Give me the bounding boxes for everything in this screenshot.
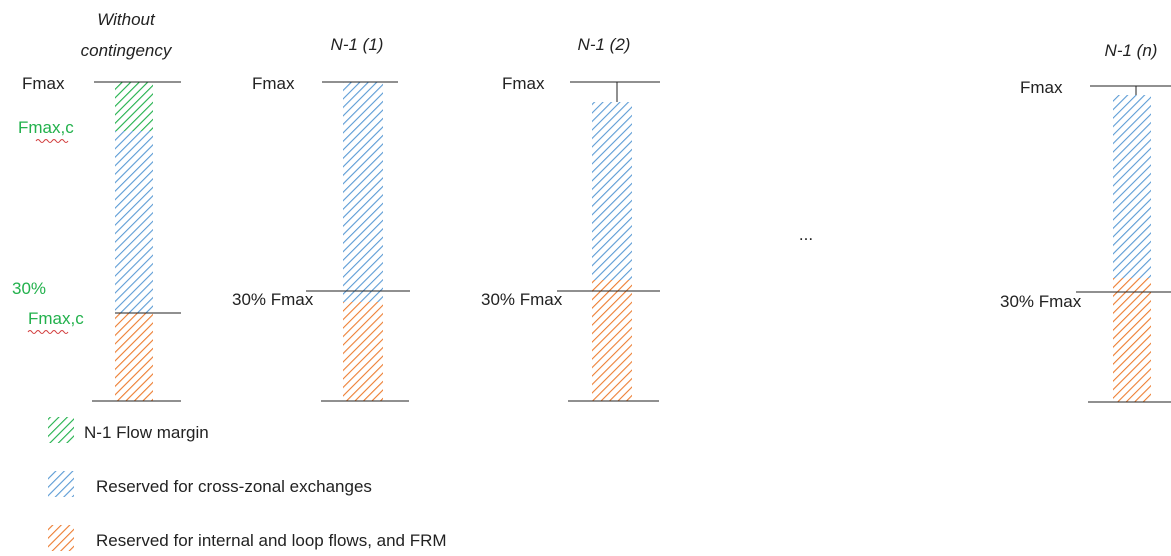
thirty-percent-fmax-label: 30% Fmax [481,290,563,309]
column-n1-2: N-1 (2) Fmax 30% Fmax [481,35,660,402]
legend-item-n1-flow-margin: N-1 Flow margin [48,417,209,443]
legend-label: N-1 Flow margin [84,423,209,442]
fmax-label: Fmax [502,74,545,93]
cross-zonal-segment [343,82,383,302]
spellcheck-squiggle [35,139,69,143]
internal-flows-segment [343,302,383,401]
legend-label: Reserved for cross-zonal exchanges [96,477,372,496]
cross-zonal-segment [115,131,153,313]
cross-zonal-segment [1113,95,1151,278]
column-title-line-1: Without [97,10,156,29]
legend-item-cross-zonal: Reserved for cross-zonal exchanges [48,471,372,497]
fmax-c-label: Fmax,c [18,118,74,137]
column-title: N-1 (n) [1105,41,1158,60]
fmax-c-label-2: Fmax,c [28,309,84,328]
legend: N-1 Flow margin Reserved for cross-zonal… [48,417,447,551]
internal-flows-segment [592,280,632,401]
legend-swatch-green [48,417,74,443]
legend-label: Reserved for internal and loop flows, an… [96,531,447,550]
thirty-percent-label: 30% [12,279,46,298]
internal-flows-segment [1113,278,1151,402]
legend-item-internal-flows: Reserved for internal and loop flows, an… [48,525,447,551]
column-n1-n: N-1 (n) Fmax 30% Fmax [1000,41,1171,403]
column-title: N-1 (2) [578,35,631,54]
fmax-label: Fmax [252,74,295,93]
legend-swatch-orange [48,525,74,551]
ellipsis: ... [799,225,813,244]
spellcheck-squiggle [27,330,69,334]
n1-flow-margin-segment [115,82,153,131]
legend-swatch-blue [48,471,74,497]
column-without-contingency: Without contingency Fmax Fmax,c 30% Fmax… [12,10,181,402]
column-title: N-1 (1) [331,35,384,54]
fmax-label: Fmax [1020,78,1063,97]
fmax-label: Fmax [22,74,65,93]
cross-zonal-segment [592,102,632,280]
internal-flows-segment [115,313,153,401]
thirty-percent-fmax-label: 30% Fmax [1000,292,1082,311]
column-title-line-2: contingency [81,41,173,60]
thirty-percent-fmax-label: 30% Fmax [232,290,314,309]
column-n1-1: N-1 (1) Fmax 30% Fmax [232,35,410,402]
